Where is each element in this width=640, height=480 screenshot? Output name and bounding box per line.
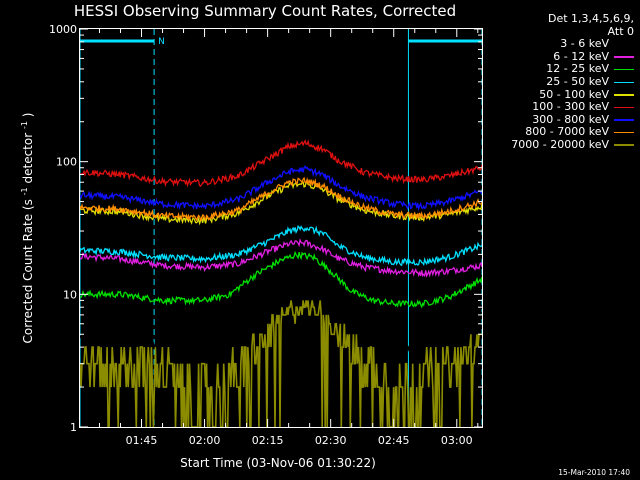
y-axis-label: Corrected Count Rate (s -1 detector -1 ): [16, 113, 35, 344]
legend-item-label: 100 - 300 keV: [532, 100, 609, 114]
legend-swatch: [614, 131, 634, 134]
y-tick-label: 100: [56, 156, 77, 169]
y-tick-label: 10: [63, 288, 77, 301]
x-tick-label: 01:45: [126, 434, 158, 447]
legend-item-label: 3 - 6 keV: [560, 37, 609, 51]
legend-swatch: [614, 106, 634, 109]
legend-item: 25 - 50 keV: [478, 74, 634, 89]
y-tick-label: 1: [70, 421, 77, 434]
legend-item-label: 7000 - 20000 keV: [511, 137, 609, 151]
series-layer: [79, 139, 483, 428]
legend-swatch: [614, 56, 634, 58]
tick-layer: 1 10 100 1000 01:45 02:00 02:15 02:30 02:45 03:00: [49, 23, 482, 447]
series-50-100-kev: [79, 181, 483, 226]
legend-swatch: [614, 81, 634, 84]
y-axis-label-part-a: Corrected Count Rate (s: [21, 199, 35, 343]
legend-item-label: 25 - 50 keV: [546, 74, 609, 88]
y-axis-label-part-b: -1: [20, 187, 29, 195]
legend-item: 3 - 6 keV: [478, 38, 634, 51]
y-axis-label-part-e: ): [21, 113, 35, 118]
night-marker-label: N: [158, 37, 165, 47]
legend-item: 50 - 100 keV: [478, 87, 634, 102]
legend-header-line-2: Att 0: [607, 24, 634, 38]
series-800-7000-kev: [79, 176, 483, 222]
legend: Det 1,3,4,5,6,9, Att 0 3 - 6 keV 6 - 12 k…: [478, 12, 634, 152]
y-axis-label-part-d: -1: [20, 121, 29, 129]
legend-item: 7000 - 20000 keV: [478, 137, 634, 152]
legend-item-label: 6 - 12 keV: [553, 49, 609, 63]
series-12-25-kev: [79, 250, 483, 309]
series-7000-20000-kev: [79, 300, 482, 428]
legend-swatch: [614, 119, 634, 121]
legend-item: 300 - 800 keV: [478, 112, 634, 127]
x-tick-label: 03:00: [441, 434, 473, 447]
legend-item-label: 800 - 7000 keV: [525, 125, 609, 139]
x-axis-label: Start Time (03-Nov-06 01:30:22): [180, 456, 376, 470]
series-3-6-kev: [79, 267, 483, 353]
legend-swatch: [614, 43, 634, 46]
series-6-12-kev: [79, 238, 483, 278]
legend-item: 6 - 12 keV: [478, 49, 634, 64]
x-tick-label: 02:00: [189, 434, 221, 447]
series-300-800-kev: [79, 164, 483, 212]
legend-items: 3 - 6 keV 6 - 12 keV 12 - 25 keV 25 - 50 ke…: [478, 38, 634, 151]
y-tick-label: 1000: [49, 23, 77, 36]
legend-header-line-1: Det 1,3,4,5,6,9,: [547, 12, 634, 25]
x-tick-label: 02:45: [378, 434, 410, 447]
series-100-300-kev: [79, 139, 483, 188]
x-tick-label: 02:15: [252, 434, 284, 447]
y-axis-label-part-c: detector: [21, 133, 35, 184]
legend-item-label: 12 - 25 keV: [546, 62, 609, 76]
legend-item: 12 - 25 keV: [478, 63, 634, 76]
chart-title: HESSI Observing Summary Count Rates, Cor…: [74, 2, 456, 20]
timestamp-stamp: 15-Mar-2010 17:40: [558, 468, 630, 477]
legend-swatch: [614, 68, 634, 71]
plot-frame: [79, 28, 483, 428]
legend-swatch: [614, 144, 634, 146]
legend-item-label: 50 - 100 keV: [539, 87, 609, 101]
legend-item: 800 - 7000 keV: [478, 126, 634, 139]
legend-item: 100 - 300 keV: [478, 101, 634, 114]
x-tick-label: 02:30: [315, 434, 347, 447]
legend-item-label: 300 - 800 keV: [532, 112, 609, 126]
legend-swatch: [614, 94, 634, 96]
series-25-50-kev: [79, 224, 483, 267]
